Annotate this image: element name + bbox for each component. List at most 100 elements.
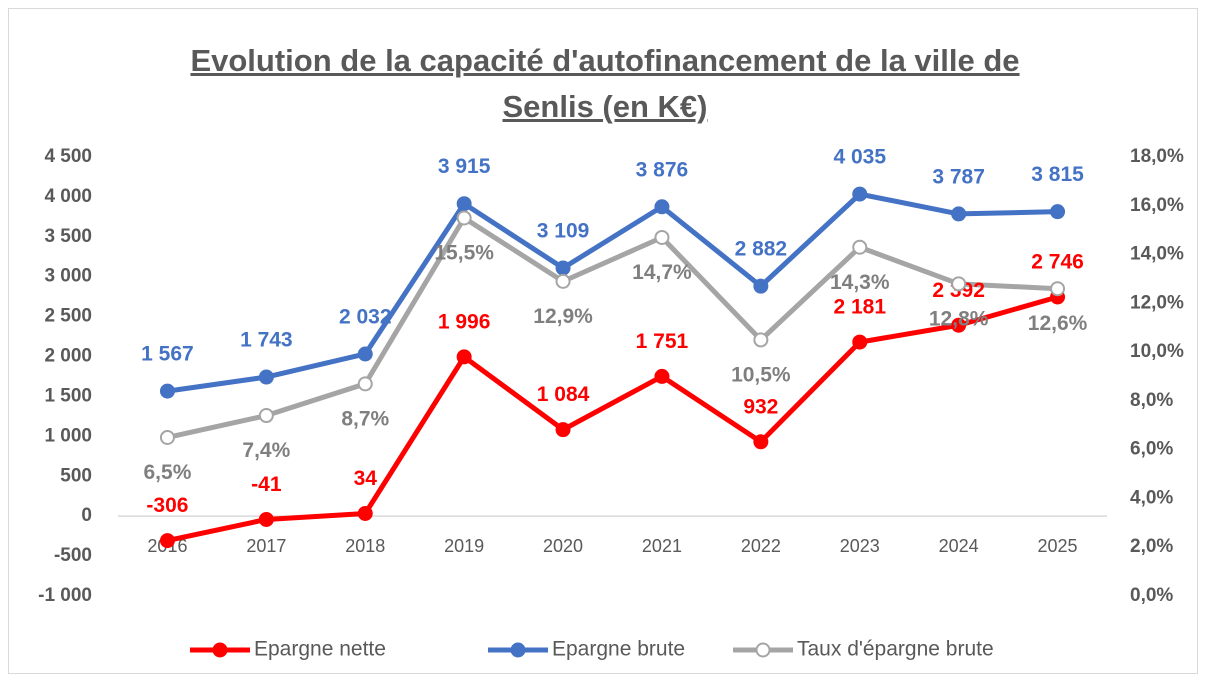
data-point xyxy=(753,332,769,348)
data-point xyxy=(258,369,274,385)
y2-tick-label: 18,0% xyxy=(1130,146,1184,167)
data-point xyxy=(654,368,670,384)
y2-tick-label: 14,0% xyxy=(1130,244,1184,265)
data-point xyxy=(456,196,472,212)
data-label: 3 109 xyxy=(537,220,590,243)
y2-tick-label: 8,0% xyxy=(1130,390,1173,411)
data-label: 3 815 xyxy=(1031,163,1084,186)
y-tick-label: 500 xyxy=(60,465,92,486)
series-line xyxy=(166,294,1059,544)
data-label: 2 181 xyxy=(833,296,886,319)
data-point xyxy=(654,229,670,245)
data-point xyxy=(357,376,373,392)
data-point xyxy=(852,239,868,255)
y-tick-label: 4 000 xyxy=(44,186,92,207)
x-tick-label: 2021 xyxy=(642,536,682,556)
data-label: 1 996 xyxy=(438,310,491,333)
chart-title: Evolution de la capacité d'autofinanceme… xyxy=(190,43,1020,124)
legend-label: Epargne brute xyxy=(552,638,685,661)
legend-marker xyxy=(510,642,526,658)
data-label: 3 787 xyxy=(932,165,985,188)
data-label: 1 084 xyxy=(537,383,590,406)
y2-tick-label: 10,0% xyxy=(1130,341,1184,362)
y-tick-label: 3 500 xyxy=(44,226,92,247)
y2-tick-label: 4,0% xyxy=(1130,487,1173,508)
data-point xyxy=(951,276,967,292)
data-label: 34 xyxy=(354,467,378,490)
data-label: -306 xyxy=(146,494,188,517)
data-point xyxy=(555,422,571,438)
y2-tick-label: 6,0% xyxy=(1130,439,1173,460)
x-tick-label: 2022 xyxy=(741,536,781,556)
legend-marker xyxy=(212,642,228,658)
y-tick-label: 1 500 xyxy=(44,385,92,406)
data-point xyxy=(951,206,967,222)
data-label: 2 882 xyxy=(735,238,788,261)
legend-label: Taux d'épargne brute xyxy=(797,638,994,661)
y-tick-label: 4 500 xyxy=(44,146,92,167)
y2-tick-label: 0,0% xyxy=(1130,585,1173,606)
series-line xyxy=(166,215,1058,440)
data-point xyxy=(159,429,175,445)
x-tick-label: 2018 xyxy=(345,536,385,556)
data-label: 3 915 xyxy=(438,155,491,178)
x-tick-label: 2023 xyxy=(840,536,880,556)
data-point xyxy=(258,511,274,527)
data-label: 1 751 xyxy=(636,330,689,353)
data-label: 6,5% xyxy=(144,461,192,484)
x-tick-label: 2025 xyxy=(1038,536,1078,556)
x-tick-label: 2019 xyxy=(444,536,484,556)
y2-tick-label: 2,0% xyxy=(1130,536,1173,557)
x-tick-label: 2024 xyxy=(939,536,979,556)
data-point xyxy=(1050,204,1066,220)
data-point xyxy=(1050,281,1066,297)
data-point xyxy=(852,334,868,350)
data-label: 2 746 xyxy=(1031,251,1084,274)
data-label: 1 567 xyxy=(141,343,194,366)
data-point xyxy=(951,317,967,333)
data-label: 10,5% xyxy=(731,363,791,386)
data-point xyxy=(555,273,571,289)
data-point xyxy=(456,210,472,226)
legend-label: Epargne nette xyxy=(254,638,386,661)
y2-tick-label: 12,0% xyxy=(1130,292,1184,313)
y-tick-label: 3 000 xyxy=(44,266,92,287)
data-label: 1 743 xyxy=(240,329,293,352)
data-point xyxy=(753,434,769,450)
data-point xyxy=(159,533,175,549)
y2-tick-label: 16,0% xyxy=(1130,195,1184,216)
chart-frame xyxy=(8,8,1198,674)
data-label: 15,5% xyxy=(434,242,494,265)
data-point xyxy=(753,278,769,294)
y-tick-label: 1 000 xyxy=(44,425,92,446)
x-tick-label: 2020 xyxy=(543,536,583,556)
y-tick-label: 2 000 xyxy=(44,346,92,367)
data-point xyxy=(654,199,670,215)
data-label: 7,4% xyxy=(242,439,290,462)
data-label: 14,7% xyxy=(632,261,692,284)
data-label: -41 xyxy=(251,473,282,496)
data-point xyxy=(159,383,175,399)
data-label: 8,7% xyxy=(341,407,389,430)
y-tick-label: 0 xyxy=(81,505,92,526)
data-label: 3 876 xyxy=(636,158,689,181)
data-label: 12,9% xyxy=(533,305,593,328)
data-point xyxy=(555,260,571,276)
data-point xyxy=(456,349,472,365)
data-label: 932 xyxy=(743,395,778,418)
data-label: 14,3% xyxy=(830,271,890,294)
y-tick-label: -500 xyxy=(54,545,92,566)
data-label: 12,6% xyxy=(1028,312,1088,335)
y-tick-label: -1 000 xyxy=(38,585,92,606)
data-label: 4 035 xyxy=(833,146,886,169)
data-label: 12,8% xyxy=(929,307,989,330)
data-label: 2 032 xyxy=(339,306,392,329)
data-point xyxy=(357,505,373,521)
series-line xyxy=(167,191,1058,394)
data-point xyxy=(357,346,373,362)
y-tick-label: 2 500 xyxy=(44,306,92,327)
data-point xyxy=(258,408,274,424)
data-point xyxy=(852,186,868,202)
